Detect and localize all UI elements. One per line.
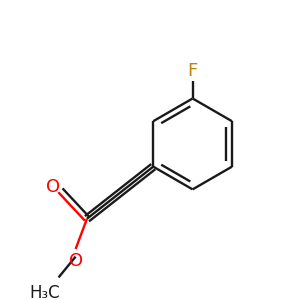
Text: F: F — [188, 61, 198, 80]
Text: H₃C: H₃C — [29, 284, 60, 300]
Text: O: O — [68, 252, 83, 270]
Text: O: O — [46, 178, 60, 196]
